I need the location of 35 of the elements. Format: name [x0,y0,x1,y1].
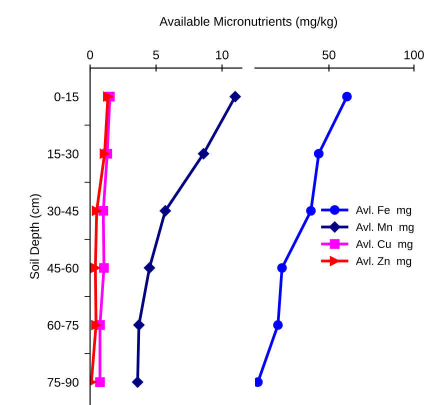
point [273,320,283,330]
y-tick-label: 30-45 [48,206,78,216]
y-tick-label: 60-75 [48,320,78,330]
legend-label: Avl. Mn mg [356,222,414,234]
x-tick-label: 50 [322,50,336,60]
point [230,90,241,102]
point [100,148,110,159]
x-axis-title: Available Micronutrients (mg/kg) [160,16,338,28]
point [198,148,210,160]
y-tick-label: 0-15 [54,92,78,102]
point [92,206,102,216]
y-tick-label: 45-60 [47,264,79,273]
point [144,262,156,274]
point [277,263,287,273]
y-tick-label: 75-90 [48,378,79,387]
point [342,92,352,102]
point [314,148,324,159]
legend-label: Avl. Cu mg [356,240,412,250]
legend-label: Avl. Fe mg [356,206,412,216]
x-tick-label: 100 [404,50,424,60]
point [306,206,316,216]
point [90,263,100,273]
point [255,377,263,388]
point [160,205,171,216]
point [95,377,105,388]
point [91,320,101,330]
legend-label: Avl. Zn mg [356,256,412,268]
x-tick-label: 10 [216,50,228,60]
y-tick-label: 15-30 [48,150,79,158]
x-tick-label: 0 [87,50,94,60]
y-axis-title: Soil Depth (cm) [30,194,42,280]
point [99,263,109,273]
point [133,319,145,331]
point [132,376,144,388]
x-tick-label: 5 [153,50,160,60]
